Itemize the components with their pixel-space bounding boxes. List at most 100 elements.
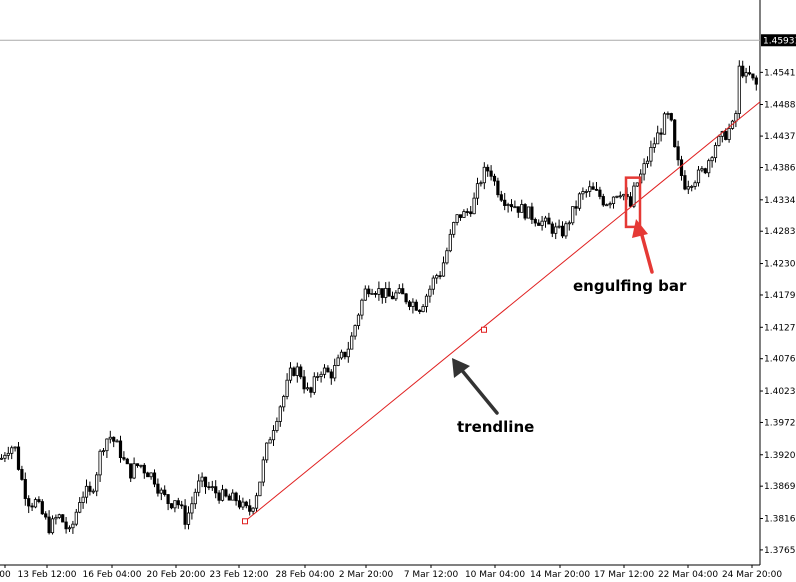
candle-body [251, 507, 255, 512]
candle-body [588, 186, 592, 192]
candle-body [700, 168, 704, 171]
candle-body [360, 299, 364, 316]
candle-body [628, 196, 633, 207]
candle-body [717, 135, 721, 146]
candle-body [16, 446, 21, 470]
current-price-label: 1.45931 [763, 36, 796, 46]
candle-body [254, 495, 259, 509]
candle-body [302, 376, 306, 390]
candle-body [469, 211, 473, 215]
candle-body [292, 367, 296, 376]
candle-body [516, 206, 520, 213]
candle-body [513, 206, 517, 209]
y-tick-label: 1.41270 [764, 323, 796, 333]
candle-body [217, 492, 221, 501]
candle-body [574, 206, 578, 209]
y-tick-label: 1.38690 [764, 482, 796, 492]
candle-body [40, 501, 44, 515]
y-tick-label: 1.42305 [764, 260, 796, 270]
y-tick-label: 1.43340 [764, 196, 796, 206]
candle-body [234, 492, 238, 502]
candle-body [482, 166, 486, 184]
candle-body [57, 514, 61, 518]
candle-body [404, 293, 408, 303]
candle-body [384, 287, 388, 298]
candle-body [751, 73, 755, 79]
candle-body [268, 439, 272, 444]
candle-body [197, 480, 201, 493]
candle-body [105, 438, 109, 452]
candle-body [611, 196, 616, 204]
candle-body [598, 189, 602, 197]
candle-body [642, 163, 646, 175]
candle-body [577, 193, 582, 209]
candle-body [50, 518, 55, 534]
candle-body [737, 65, 741, 114]
trendline [244, 101, 761, 522]
candle-body [489, 170, 493, 177]
y-tick-label: 1.40760 [764, 355, 796, 365]
y-tick-label: 1.39725 [764, 418, 796, 428]
candle-body [88, 485, 92, 492]
candle-body [108, 436, 112, 440]
candle-body [370, 293, 374, 295]
x-tick-label: 10 Mar 04:00 [465, 570, 525, 580]
candle-body [152, 472, 157, 485]
x-axis: 00 13 Feb 12:00 16 Feb 04:00 20 Feb 20:00 23… [0, 565, 782, 580]
candle-body [387, 287, 391, 297]
candle-body [503, 199, 507, 206]
candle-body [81, 496, 85, 503]
candle-body [540, 220, 544, 226]
candle-body [295, 366, 299, 376]
y-tick-label: 1.39200 [764, 451, 796, 461]
candle-body [169, 503, 174, 509]
candle-body [594, 188, 599, 191]
trendline-layer [242, 101, 761, 525]
candle-body [414, 301, 418, 311]
trendline-label: trendline [457, 418, 534, 436]
candle-body [390, 295, 395, 300]
candle-body [13, 446, 17, 449]
candle-body [564, 223, 568, 237]
trendline-arrow-shaft [458, 366, 499, 415]
candle-body [373, 293, 378, 295]
candle-body [509, 204, 514, 208]
candle-body [91, 490, 95, 493]
y-tick-label: 1.38165 [764, 515, 796, 525]
candle-body [30, 505, 34, 508]
candle-body [37, 499, 41, 502]
annotations: engulfing bar trendline [452, 176, 687, 436]
candle-body [353, 325, 357, 337]
candle-body [452, 222, 456, 235]
candle-body [299, 366, 303, 378]
candle-body [112, 436, 116, 442]
candle-body [27, 498, 31, 507]
candle-body [115, 440, 119, 443]
candle-body [44, 513, 48, 518]
candle-body [258, 481, 262, 497]
candle-body [679, 159, 684, 176]
candle-body [333, 365, 337, 379]
candle-body [496, 180, 500, 196]
candle-body [312, 376, 316, 393]
candle-body [649, 146, 653, 162]
candle-body [696, 169, 701, 184]
candle-body [193, 491, 197, 505]
candle-body [734, 113, 738, 122]
x-tick-label: 28 Feb 04:00 [275, 570, 334, 580]
y-tick-label: 1.44888 [764, 100, 796, 110]
x-tick-label: 14 Mar 20:00 [530, 570, 590, 580]
candle-body [622, 193, 626, 197]
candle-body [690, 186, 694, 188]
candle-body [693, 182, 697, 187]
candle-body [339, 351, 344, 359]
y-tick-label: 1.45410 [764, 68, 796, 78]
candle-body [10, 447, 14, 454]
candle-body [591, 186, 595, 190]
x-tick-label: 2 Mar 20:00 [339, 570, 394, 580]
candle-body [64, 521, 68, 530]
candle-body [54, 517, 58, 520]
candle-body [424, 295, 429, 307]
candle-body [669, 113, 673, 121]
